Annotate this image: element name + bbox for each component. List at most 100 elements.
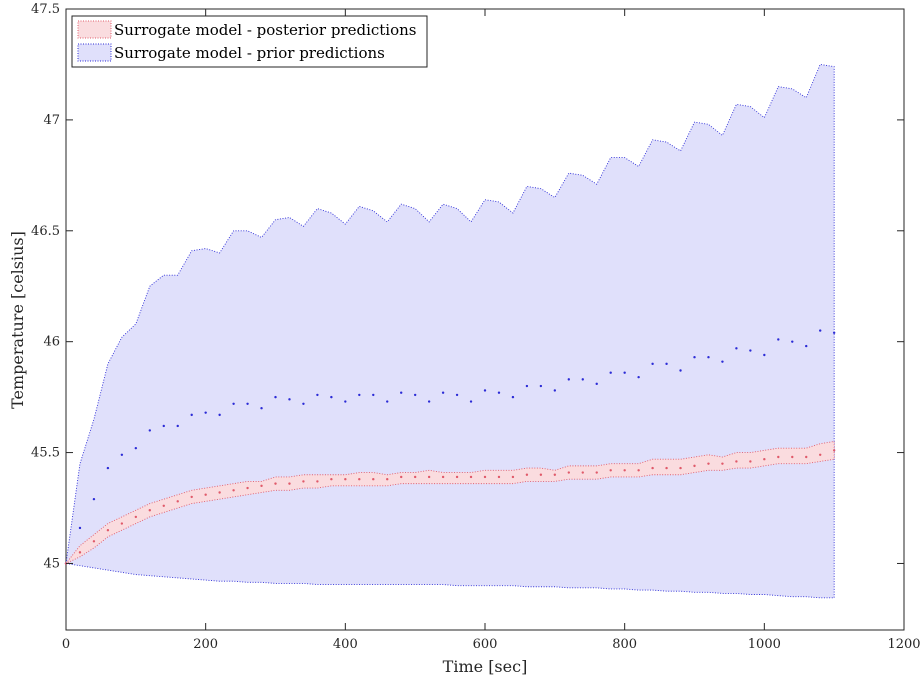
prior-mean-point [204,411,207,414]
prior-mean-point [441,391,445,394]
posterior-mean-point [791,455,794,459]
posterior-mean-point [162,504,165,507]
posterior-mean-point [260,484,263,488]
x-tick-label: 1200 [887,637,920,652]
x-axis-label: Time [sec] [443,657,528,676]
prior-mean-point [651,362,654,366]
posterior-mean-point [623,469,626,472]
prior-mean-point [497,391,501,394]
y-tick-label: 47.5 [31,2,60,17]
plot-area: 0 200 400 600 800 1000 1200 45 45.5 46 46.5 47 47.5 [31,2,921,652]
prior-mean-point [218,413,221,417]
posterior-mean-point [651,466,654,470]
y-tick-label: 46 [43,335,60,350]
y-tick-label: 45.5 [31,446,60,461]
posterior-mean-point [330,477,333,481]
posterior-mean-point [441,475,445,479]
posterior-mean-point [525,473,529,476]
prior-mean-point [791,340,794,343]
posterior-mean-point [735,460,738,463]
x-tick-label: 1000 [748,637,781,652]
posterior-mean-point [539,473,543,476]
posterior-mean-point [218,491,221,494]
prior-mean-point [511,395,515,399]
prior-mean-point [763,353,766,357]
prior-mean-point [595,382,598,386]
prior-mean-point [777,338,780,341]
posterior-mean-point [204,493,207,496]
posterior-mean-point [707,462,710,465]
posterior-mean-point [805,455,808,459]
legend-swatch-posterior [77,20,112,39]
prior-mean-point [637,375,640,379]
posterior-mean-points [64,449,836,565]
prior-mean-point [106,466,110,470]
posterior-mean-point [134,515,138,519]
posterior-mean-point [386,477,389,481]
posterior-mean-point [106,529,110,532]
posterior-mean-point [148,509,151,512]
prior-mean-point [832,331,836,335]
prior-mean-point [623,371,626,374]
posterior-mean-point [497,475,501,479]
y-tick-label: 45 [43,556,60,571]
x-ticks: 0 200 400 600 800 1000 1200 [62,9,921,652]
posterior-mean-point [190,495,193,499]
prior-mean-point [246,402,249,405]
prior-mean-point [679,369,682,372]
prior-mean-point [134,446,138,450]
prior-mean-point [539,384,543,388]
prior-mean-point [386,400,389,403]
legend-box [71,15,428,68]
prior-mean-point [148,429,151,432]
prior-mean-point [92,497,96,501]
prior-mean-point [455,393,459,397]
y-tick-label: 46.5 [31,224,60,239]
posterior-mean-point [316,480,319,483]
posterior-mean-point [777,455,780,459]
posterior-mean-point [721,462,724,465]
prior-mean-point [232,402,235,405]
prior-mean-point [469,400,473,403]
prior-mean-point [525,384,529,388]
posterior-mean-point [413,475,417,479]
x-tick-label: 800 [612,637,637,652]
posterior-mean-point [92,540,96,543]
posterior-mean-point [344,477,347,481]
posterior-mean-point [567,471,570,474]
prior-mean-point [162,424,165,428]
posterior-mean-point [120,522,124,525]
prior-mean-point [400,391,403,394]
prior-mean-point [302,402,305,405]
legend-swatch-prior [77,43,112,62]
posterior-mean-point [665,466,668,470]
prior-mean-point [78,526,82,530]
posterior-mean-point [274,482,277,485]
prior-mean-point [693,356,696,359]
posterior-mean-point [749,460,752,463]
legend-label-prior: Surrogate model - prior predictions [114,44,385,62]
x-tick-label: 200 [193,637,218,652]
prior-mean-point [427,400,431,403]
prior-mean-point [581,378,584,381]
posterior-mean-point [819,453,822,456]
prior-mean-point [735,347,738,350]
prior-mean-point [344,400,347,403]
posterior-mean-point [78,551,82,554]
x-tick-label: 600 [473,637,498,652]
prior-mean-point [721,360,724,363]
prior-mean-point [316,393,319,397]
posterior-mean-point [595,471,598,474]
posterior-mean-point [483,475,487,479]
prior-mean-points [64,329,836,565]
prior-mean-point [260,407,263,410]
posterior-mean-point [553,473,557,476]
posterior-mean-point [288,482,291,485]
y-axis-label: Temperature [celsius] [8,231,27,409]
posterior-mean-point [358,477,361,481]
prior-mean-point [553,389,557,392]
posterior-mean-point [637,469,640,472]
legend: Surrogate model - posterior predictions … [71,15,428,68]
prior-mean-point [749,349,752,352]
posterior-mean-point [427,475,431,479]
